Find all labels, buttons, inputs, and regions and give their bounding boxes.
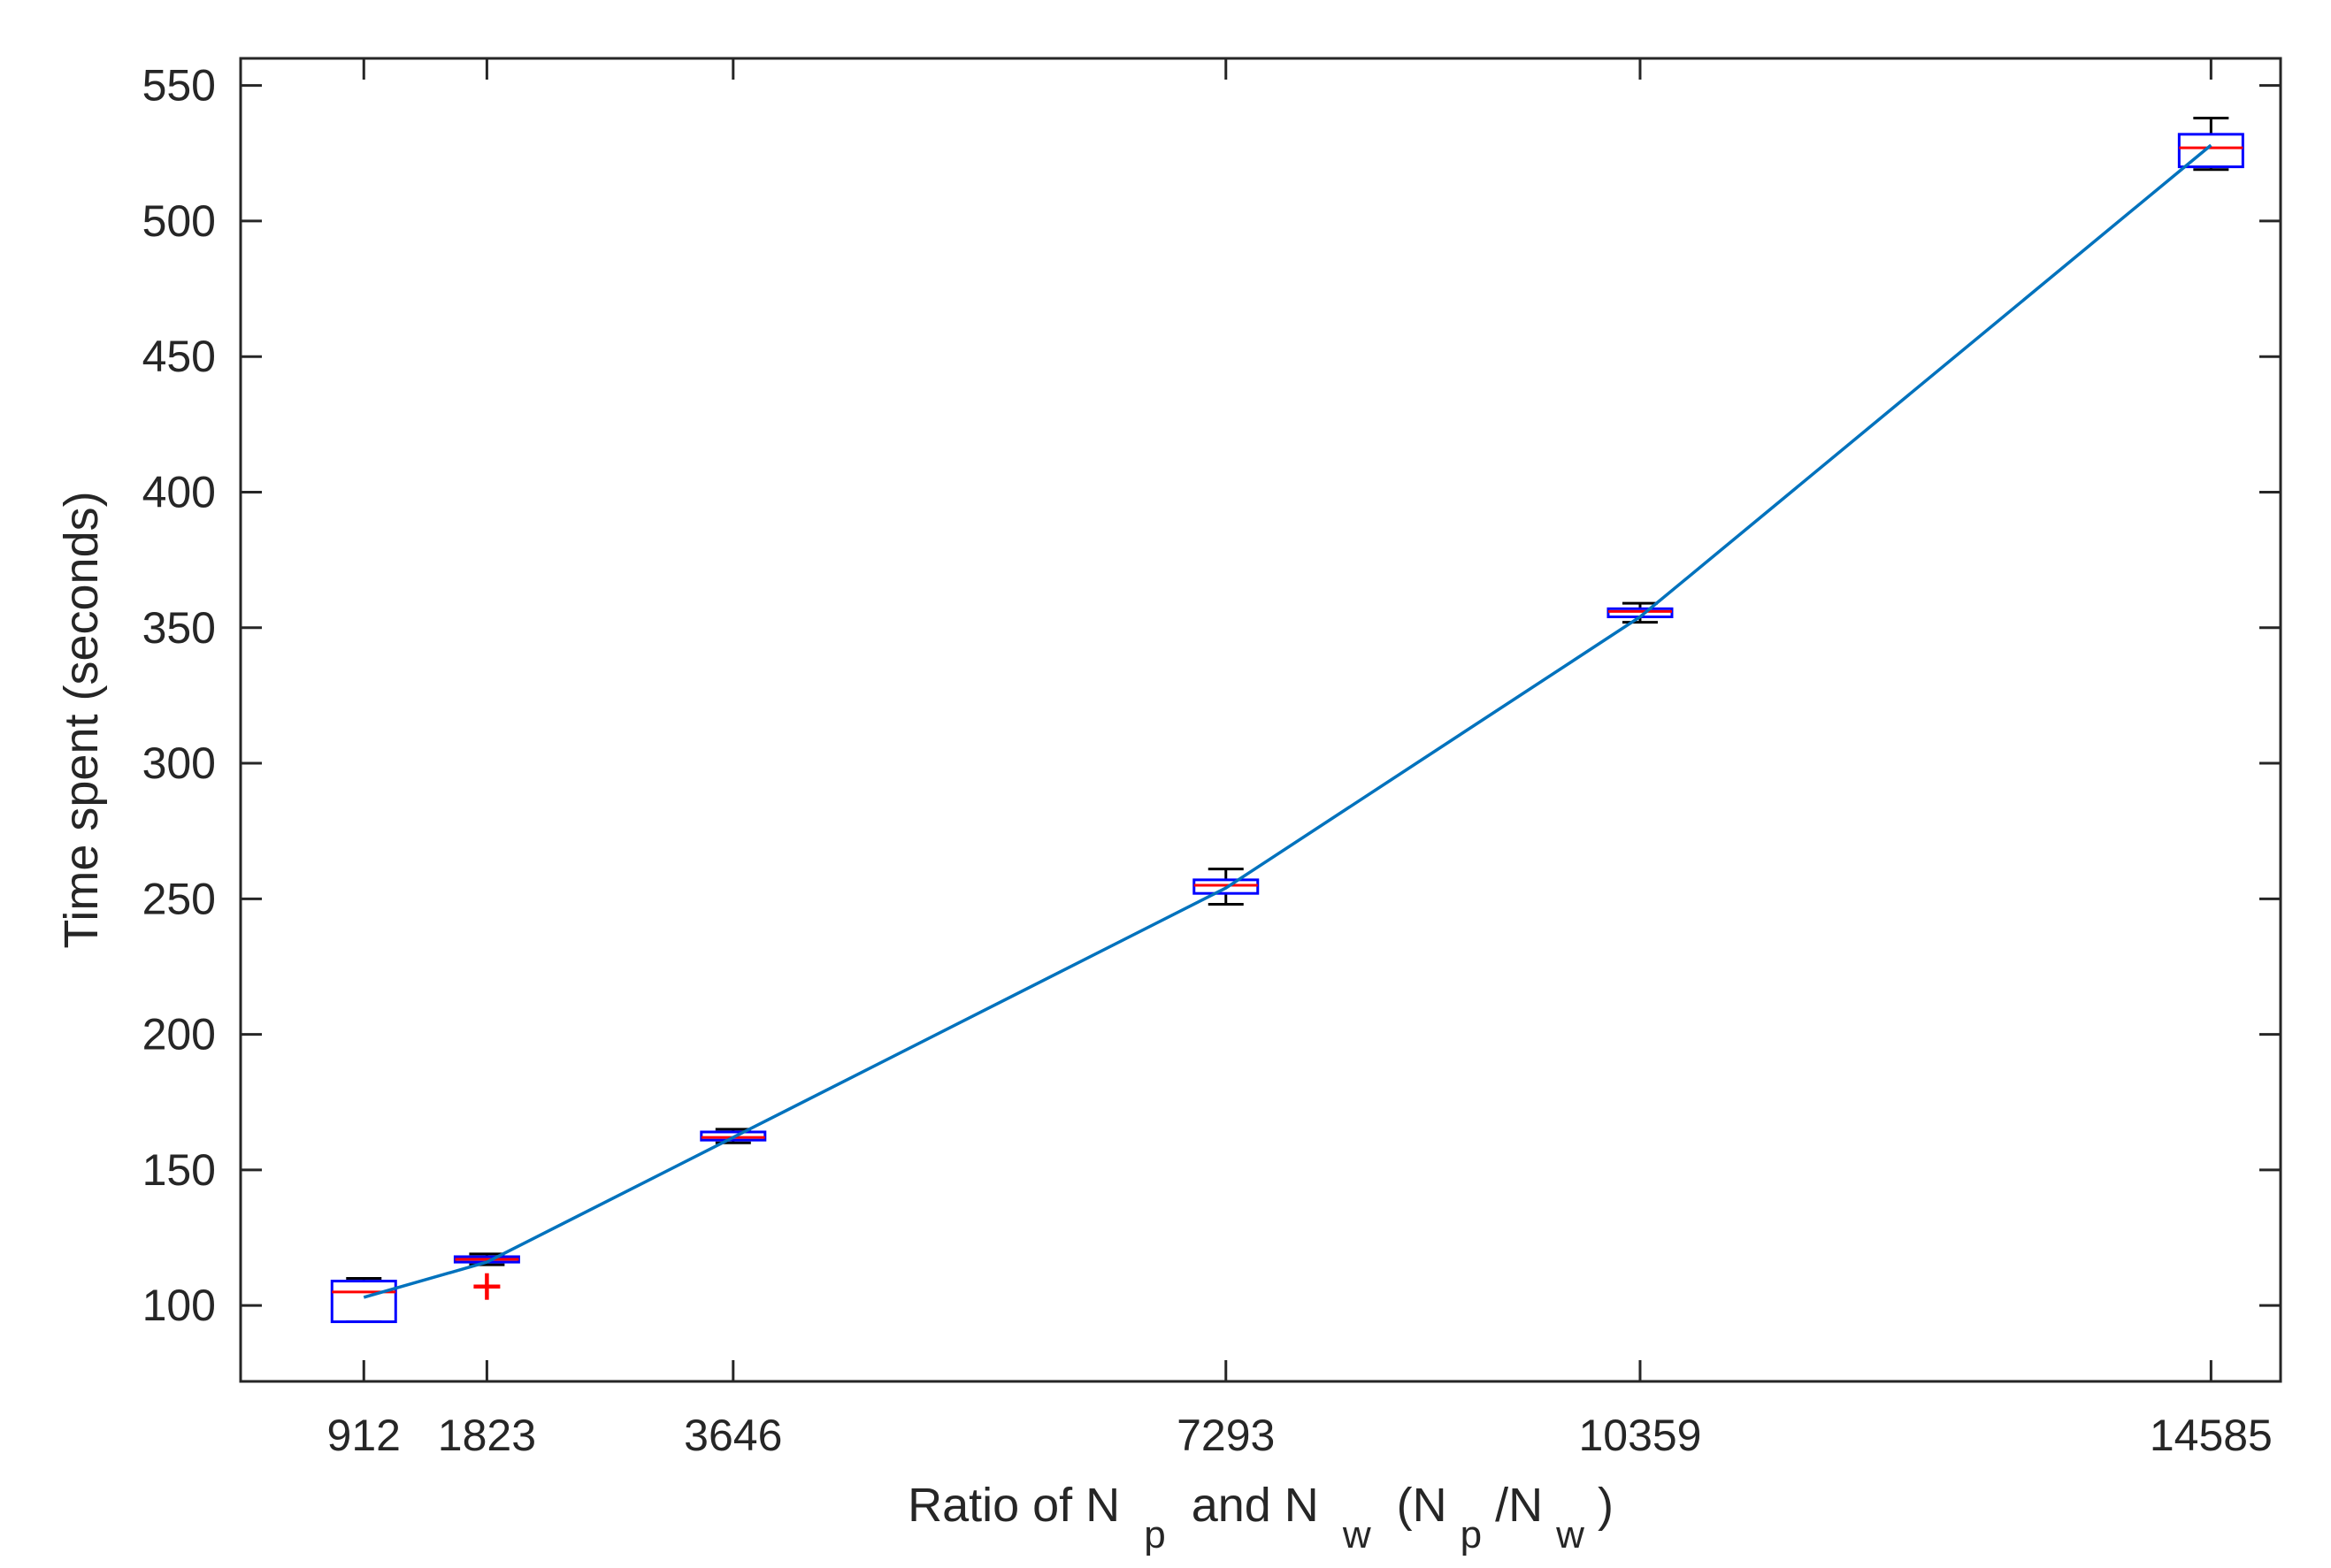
x-tick-label: 7293 (1177, 1411, 1275, 1460)
y-tick-label: 150 (142, 1145, 216, 1195)
x-tick-label: 3646 (684, 1411, 782, 1460)
y-tick-label: 200 (142, 1010, 216, 1059)
box-iqr (1192, 878, 1260, 895)
x-axis-label: Ratio of N p and N w (N p /N w ) (908, 1479, 1614, 1558)
y-tick-label: 500 (142, 196, 216, 246)
x-axis-label-prefix: Ratio of N (908, 1479, 1120, 1532)
x-axis-label-paren-close: ) (1598, 1479, 1614, 1532)
box-series (330, 116, 2244, 1324)
x-axis-ticks: 912 1823 3646 7293 10359 14585 (327, 58, 2273, 1460)
box-plot-group (1192, 868, 1260, 906)
y-tick-label: 550 (142, 61, 216, 111)
box-iqr (330, 1280, 397, 1324)
y-axis-ticks: 100 150 200 250 300 350 400 450 500 550 (142, 61, 2281, 1330)
trend-series (363, 143, 2212, 1299)
x-tick-label: 1823 (438, 1411, 536, 1460)
y-axis-label: Time spent (seconds) (55, 491, 108, 948)
y-tick-label: 450 (142, 332, 216, 381)
x-axis-label-sub-p2: p (1461, 1513, 1482, 1557)
box-iqr (700, 1130, 767, 1142)
y-tick-label: 100 (142, 1281, 216, 1330)
box-plot-group (330, 1277, 397, 1324)
y-tick-label: 400 (142, 467, 216, 516)
x-axis-label-sub-p: p (1144, 1513, 1165, 1557)
x-axis-label-sub-w: w (1342, 1513, 1371, 1557)
x-axis-label-slash: /N (1495, 1479, 1543, 1532)
plot-area-frame (239, 57, 2282, 1383)
box-plot-group (1606, 601, 1674, 624)
x-tick-label: 10359 (1578, 1411, 1701, 1460)
x-tick-label: 14585 (2150, 1411, 2273, 1460)
y-tick-label: 250 (142, 874, 216, 923)
box-iqr (2177, 133, 2244, 169)
box-plot-group (2177, 116, 2244, 172)
y-tick-label: 350 (142, 603, 216, 653)
x-axis-label-sub-w2: w (1555, 1513, 1584, 1557)
x-axis-label-paren-open: (N (1397, 1479, 1447, 1532)
y-tick-label: 300 (142, 738, 216, 788)
trend-line (363, 143, 2212, 1299)
x-axis-label-mid: and N (1192, 1479, 1319, 1532)
x-tick-label: 912 (327, 1411, 401, 1460)
